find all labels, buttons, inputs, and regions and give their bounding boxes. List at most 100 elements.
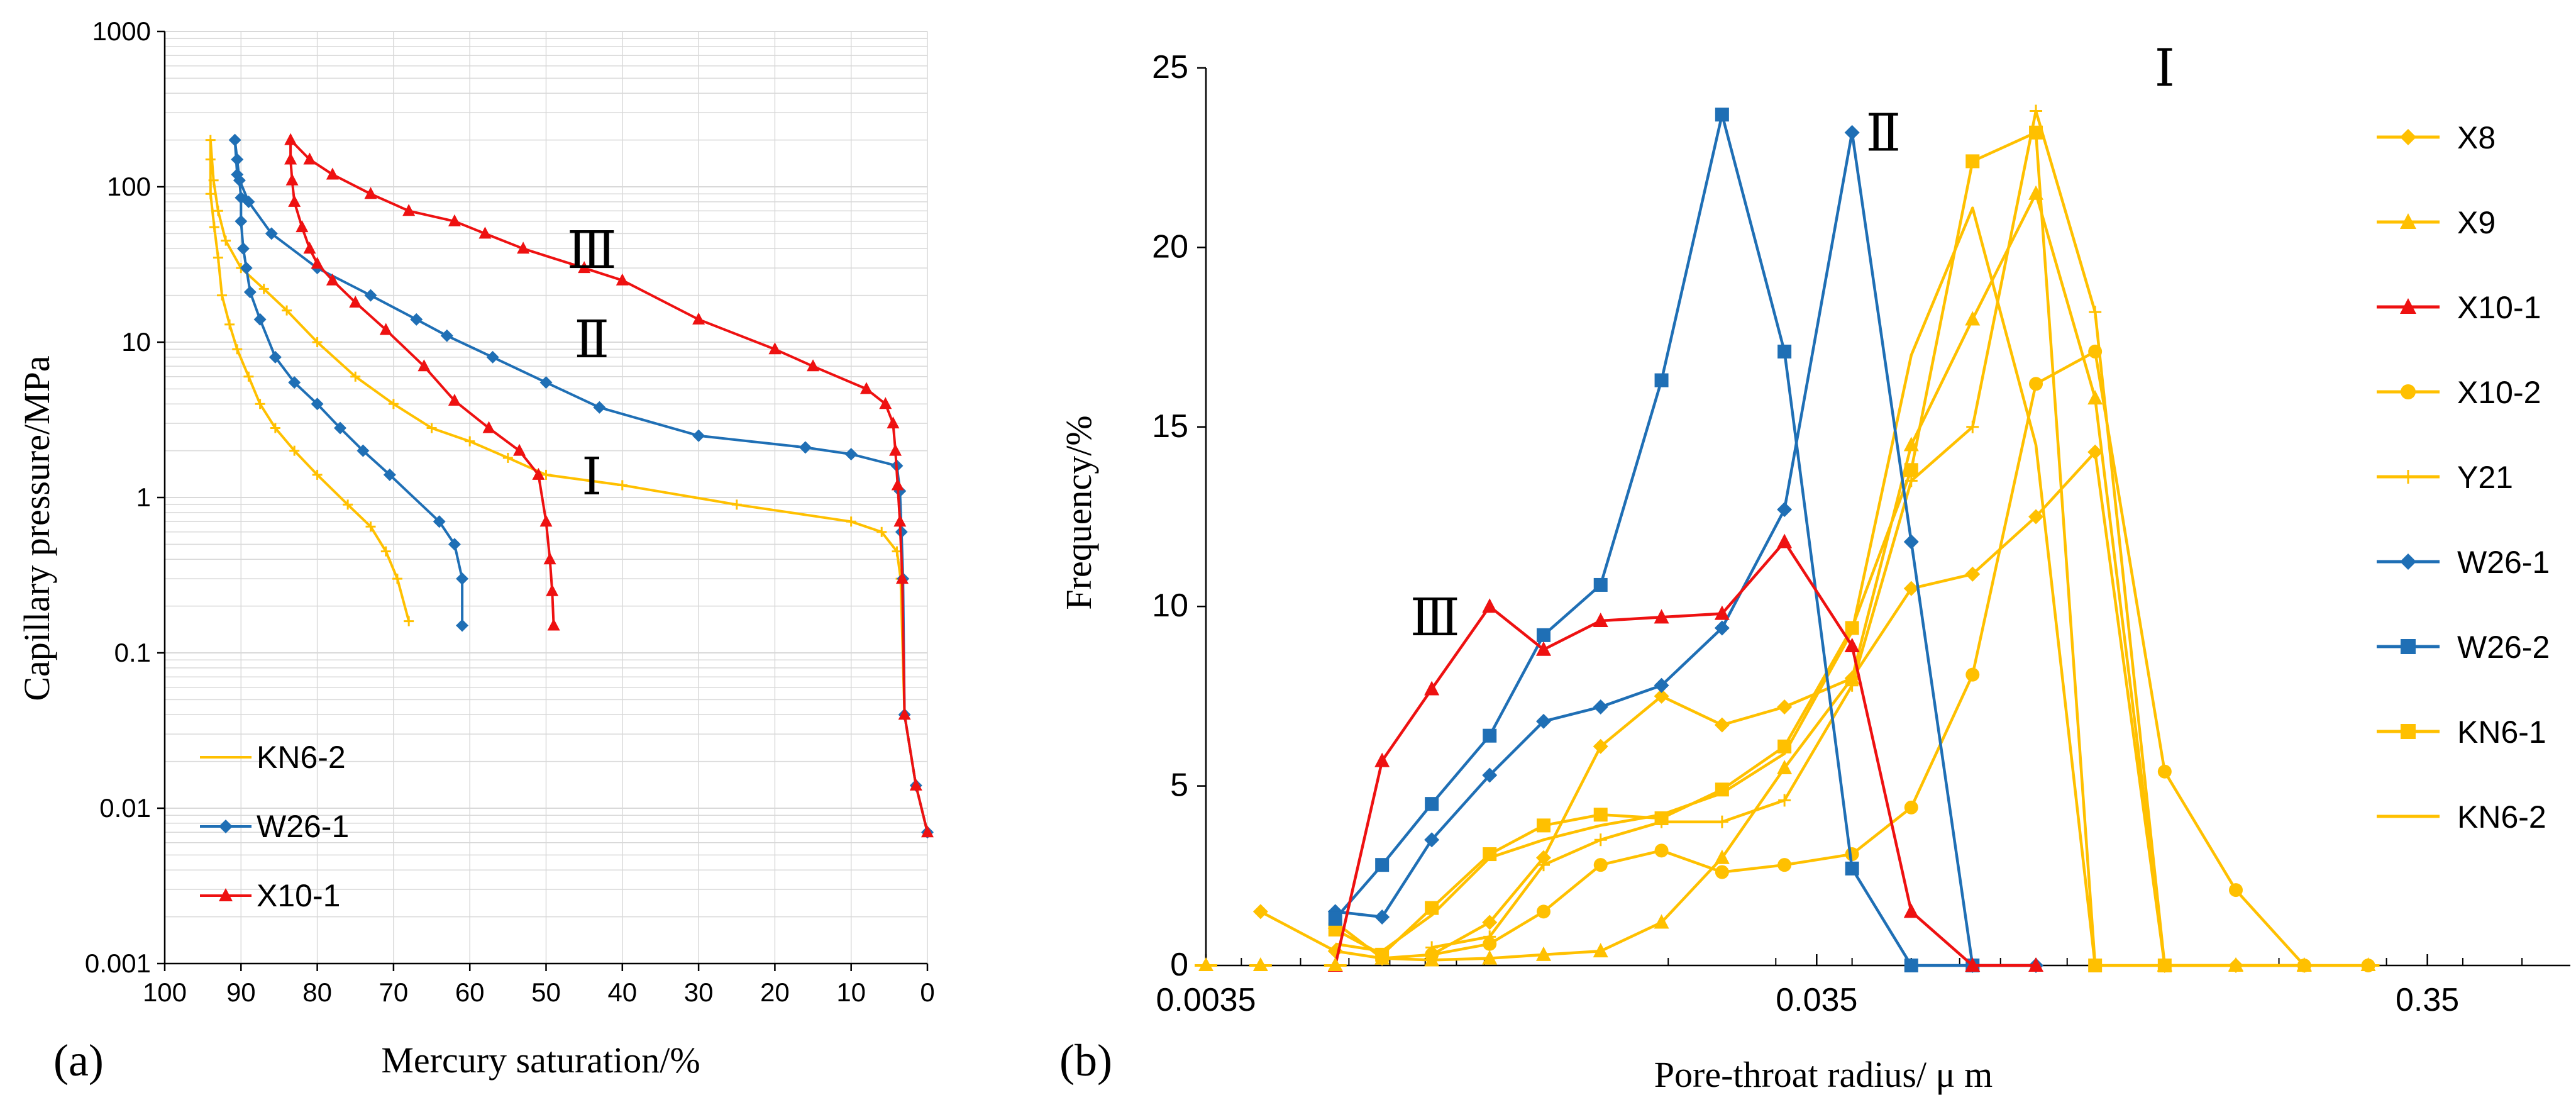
data-point-X9 (1714, 849, 1730, 864)
panel-a-legend: KN6-2 W26-1 X10-1 (200, 740, 349, 913)
data-point-X10-1 (364, 187, 377, 199)
data-point-KN6-1 (1328, 922, 1342, 937)
data-point-W26-1 (456, 572, 469, 586)
data-point-X10-1 (546, 584, 559, 596)
series-line-KN6-2 (209, 138, 929, 833)
y-tick-label: 0.001 (85, 948, 151, 978)
data-point-X10-2 (1965, 667, 1980, 682)
class-annotation: Ⅲ (1410, 589, 1460, 647)
y-tick-label: 20 (1152, 228, 1188, 265)
data-point-W26-1 (233, 174, 246, 187)
data-point-W26-2 (1328, 911, 1342, 926)
data-point-KN6-2 (426, 423, 437, 433)
y-tick-label: 0 (1170, 947, 1188, 983)
data-point-X10-1 (889, 443, 902, 456)
data-point-X10-1 (296, 220, 309, 233)
data-point-X10-1 (1374, 752, 1390, 767)
series-W26-2 (1328, 108, 1980, 972)
data-point-W26-2 (1425, 797, 1439, 811)
data-point-X10-1 (326, 273, 339, 286)
data-point-Y21 (1845, 679, 1859, 692)
data-point-X8 (1965, 566, 1981, 582)
data-point-X10-1 (909, 778, 922, 791)
data-point-X10-1 (532, 467, 545, 480)
data-point-W26-1 (311, 398, 324, 411)
data-point-KN6-2 (502, 452, 513, 463)
data-point-X10-2 (2229, 883, 2243, 898)
data-point-W26-1 (1482, 767, 1498, 783)
legend-item-KN6-1: KN6-1 (2377, 714, 2546, 750)
data-point-X10-1 (1903, 903, 1919, 918)
legend-marker (2400, 129, 2416, 145)
legend-item-KN6-2: KN6-2 (200, 740, 346, 775)
legend-label: X8 (2457, 120, 2496, 155)
data-point-X10-1 (448, 394, 461, 406)
data-point-W26-1 (593, 401, 606, 414)
legend-item-X9: X9 (2377, 205, 2496, 240)
data-point-X10-2 (1715, 865, 1729, 879)
x-tick-label: 0.35 (2396, 982, 2459, 1018)
data-point-KN6-2 (221, 235, 231, 246)
x-tick-label: 70 (379, 977, 409, 1007)
data-point-X10-1 (288, 194, 301, 207)
data-point-X10-1 (887, 416, 900, 429)
data-point-W26-2 (1375, 858, 1390, 872)
data-point-X10-1 (1965, 957, 1981, 972)
data-point-X10-1 (539, 514, 553, 527)
data-point-W26-1 (383, 468, 396, 481)
data-point-X8 (1482, 915, 1498, 930)
data-point-X8 (1654, 688, 1669, 704)
data-point-X10-2 (2029, 377, 2043, 391)
panel-b-ylabel: Frequency/% (1058, 415, 1099, 609)
data-point-X10-1 (616, 273, 629, 286)
y-tick-label: 0.1 (114, 638, 151, 667)
x-tick-label: 40 (607, 977, 637, 1007)
panel-a-series (205, 133, 934, 839)
data-point-Y21 (1778, 794, 1791, 807)
data-point-X10-1 (1593, 613, 1608, 628)
data-point-KN6-1 (2029, 125, 2043, 140)
data-point-W26-1 (1844, 125, 1860, 140)
baseline-point (2292, 957, 2316, 971)
data-point-X10-1 (895, 572, 909, 584)
data-point-KN6-2 (876, 526, 887, 537)
legend-label: X10-1 (257, 878, 340, 913)
class-annotation: Ⅰ (582, 448, 602, 506)
data-point-KN6-1 (1425, 901, 1439, 915)
data-point-KN6-2 (465, 436, 475, 447)
data-point-X8 (1714, 717, 1730, 733)
legend-item-W26-1: W26-1 (2377, 545, 2550, 580)
series-line-W26-2 (1334, 113, 1973, 967)
x-tick-label: 80 (302, 977, 332, 1007)
panel-b-xlabel: Pore-throat radius/ μ m (1654, 1054, 1993, 1095)
data-point-X10-1 (478, 226, 492, 239)
legend-label: W26-1 (2457, 545, 2550, 580)
data-point-X10-2 (1654, 843, 1669, 858)
data-point-X10-1 (860, 382, 873, 394)
data-point-X10-1 (2028, 957, 2044, 972)
data-point-X10-1 (1714, 605, 1730, 620)
series-KN6-1 (1328, 125, 2172, 972)
data-point-X10-1 (349, 295, 362, 308)
data-point-KN6-2 (232, 344, 243, 355)
data-point-X9 (1593, 943, 1608, 958)
legend-label: X10-2 (2457, 375, 2541, 410)
legend-label: KN6-1 (2457, 714, 2546, 750)
data-point-X10-1 (1777, 533, 1793, 548)
data-point-Y21 (1537, 859, 1550, 872)
data-point-W26-1 (288, 376, 301, 389)
data-point-X10-1 (303, 242, 316, 254)
data-point-X10-1 (879, 397, 892, 409)
data-point-KN6-2 (312, 469, 323, 480)
data-point-KN6-2 (404, 616, 414, 626)
data-point-X10-1 (578, 261, 591, 274)
data-point-X8 (1535, 850, 1551, 865)
data-point-W26-1 (235, 214, 248, 228)
data-point-X10-1 (513, 443, 526, 456)
series-line-X8 (1259, 450, 2304, 967)
data-point-KN6-2 (205, 135, 216, 145)
data-point-KN6-2 (209, 222, 219, 233)
data-point-W26-1 (236, 242, 250, 255)
panel-a-xlabel: Mercury saturation/% (381, 1040, 700, 1081)
